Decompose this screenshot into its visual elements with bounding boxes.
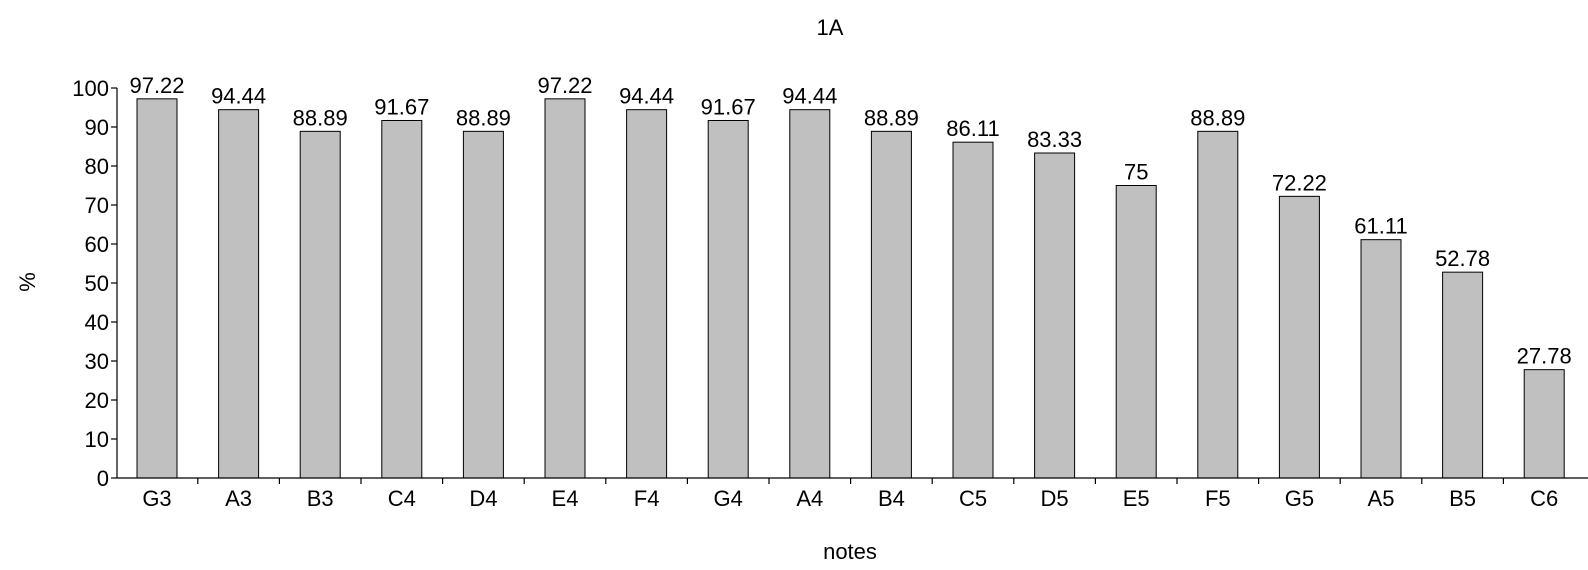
x-tick-label: C5: [959, 486, 987, 511]
bar: [626, 109, 668, 479]
y-tick-label: 30: [85, 349, 109, 374]
x-tick-label: F4: [634, 486, 660, 511]
bar-value-label: 27.78: [1517, 344, 1572, 369]
bar-labels-group: 97.22 94.44 88.89 91.67 88.89 97.22 94.44 91.67…: [129, 73, 1571, 369]
bar: [544, 98, 586, 479]
bar-value-label: 94.44: [619, 84, 674, 109]
bar: [1360, 239, 1402, 479]
bar-value-label: 94.44: [782, 84, 837, 109]
bar: [1442, 271, 1484, 479]
bar: [462, 130, 504, 479]
bar-value-label: 97.22: [537, 73, 592, 98]
x-tick-label: B5: [1449, 486, 1476, 511]
bars-group: [136, 98, 1565, 479]
x-tick-label: A5: [1368, 486, 1395, 511]
bar: [1523, 369, 1565, 479]
y-tick-label: 10: [85, 427, 109, 452]
x-tick-label: E5: [1123, 486, 1150, 511]
bar-value-label: 75: [1124, 160, 1148, 185]
bar-value-label: 88.89: [864, 105, 919, 130]
bar: [952, 141, 994, 479]
y-tick-label: 50: [85, 271, 109, 296]
y-tick-label: 70: [85, 193, 109, 218]
x-axis-label: notes: [823, 539, 877, 564]
y-tick-label: 100: [72, 76, 109, 101]
y-tick-label: 40: [85, 310, 109, 335]
bar-value-label: 72.22: [1272, 170, 1327, 195]
bar-value-label: 94.44: [211, 84, 266, 109]
x-tick-label: A4: [796, 486, 823, 511]
bar: [1034, 152, 1076, 479]
x-tick-label: E4: [552, 486, 579, 511]
bar-value-label: 88.89: [456, 105, 511, 130]
bar: [1197, 130, 1239, 479]
bar-value-label: 88.89: [1190, 105, 1245, 130]
bar: [870, 130, 912, 479]
bar-value-label: 91.67: [701, 94, 756, 119]
bar-value-label: 83.33: [1027, 127, 1082, 152]
x-tick-label: D4: [469, 486, 497, 511]
bar: [136, 98, 178, 479]
x-tick-label: C6: [1530, 486, 1558, 511]
chart-title: 1A: [817, 15, 844, 40]
x-tick-label: G5: [1285, 486, 1314, 511]
bar: [1115, 185, 1157, 479]
x-axis-ticks: G3 A3 B3 C4 D4 E4 F4 G4 A4 B4 C5 D5 E5 F5 G5 A5 B5 C6: [142, 478, 1558, 511]
bar: [707, 119, 749, 479]
bar: [299, 130, 341, 479]
x-tick-label: D5: [1041, 486, 1069, 511]
bar-value-label: 97.22: [129, 73, 184, 98]
bar-value-label: 91.67: [374, 94, 429, 119]
y-tick-label: 0: [97, 466, 109, 491]
x-tick-label: B3: [307, 486, 334, 511]
y-axis-ticks: 0 10 20 30 40 50 60 70 80 90 100: [72, 76, 117, 491]
x-tick-label: G4: [714, 486, 743, 511]
x-tick-label: B4: [878, 486, 905, 511]
bar: [1278, 195, 1320, 479]
bar: [789, 109, 831, 479]
x-tick-label: A3: [225, 486, 252, 511]
y-tick-label: 20: [85, 388, 109, 413]
x-tick-label: C4: [388, 486, 416, 511]
y-tick-label: 60: [85, 232, 109, 257]
bar-value-label: 61.11: [1354, 214, 1407, 239]
bar: [381, 119, 423, 479]
x-tick-label: F5: [1205, 486, 1231, 511]
bar-value-label: 86.11: [946, 116, 999, 141]
y-tick-label: 90: [85, 115, 109, 140]
bar: [218, 109, 260, 479]
y-axis-label: %: [15, 272, 40, 292]
bar-value-label: 88.89: [293, 105, 348, 130]
bar-value-label: 52.78: [1435, 246, 1490, 271]
y-tick-label: 80: [85, 154, 109, 179]
x-tick-label: G3: [142, 486, 171, 511]
